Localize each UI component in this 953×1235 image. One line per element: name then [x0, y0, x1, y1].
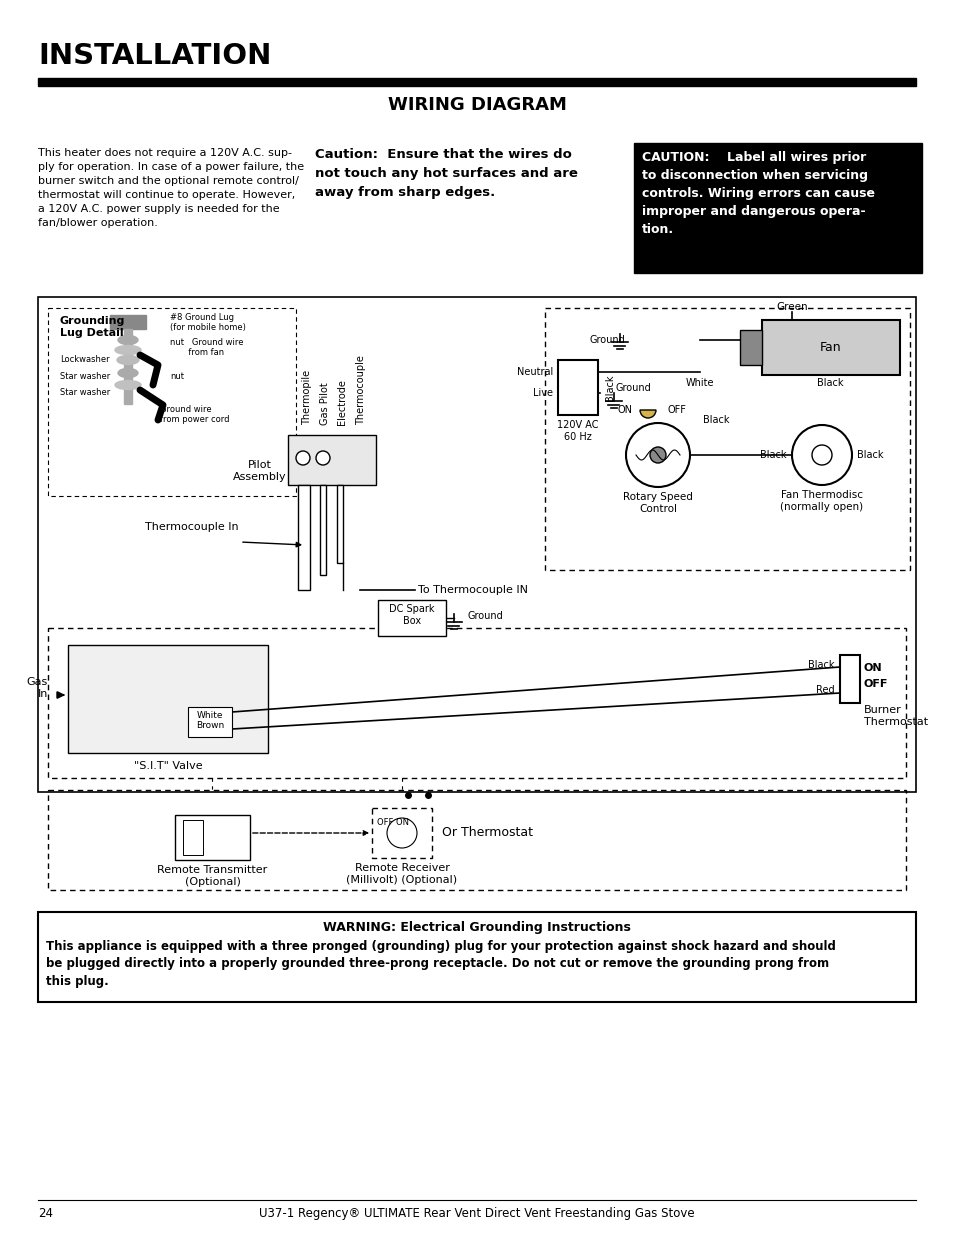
Text: Star washer: Star washer: [60, 372, 111, 382]
Text: OFF: OFF: [863, 679, 887, 689]
Text: Remote Receiver
(Millivolt) (Optional): Remote Receiver (Millivolt) (Optional): [346, 863, 457, 884]
Bar: [558, 359, 598, 415]
Bar: [38, 296, 915, 792]
Text: Black: Black: [702, 415, 729, 425]
Text: WARNING: Electrical Grounding Instructions: WARNING: Electrical Grounding Instructio…: [323, 921, 630, 934]
Text: ON: ON: [863, 663, 882, 673]
Text: Thermopile: Thermopile: [302, 369, 312, 425]
Text: Black: Black: [760, 450, 786, 459]
Circle shape: [811, 445, 831, 466]
Bar: [68, 645, 268, 753]
Bar: [124, 329, 132, 404]
Text: nut   Ground wire
       from fan: nut Ground wire from fan: [170, 338, 243, 357]
Text: Ground: Ground: [468, 611, 503, 621]
Circle shape: [625, 424, 689, 487]
Text: Ground: Ground: [616, 383, 651, 393]
Text: Thermocouple: Thermocouple: [355, 356, 366, 425]
Text: Gas Pilot: Gas Pilot: [319, 383, 330, 425]
Circle shape: [295, 451, 310, 466]
Text: Electrode: Electrode: [336, 379, 347, 425]
Bar: [634, 143, 921, 273]
Bar: [38, 78, 915, 86]
Text: White: White: [685, 378, 714, 388]
Text: Pilot
Assembly: Pilot Assembly: [233, 459, 287, 482]
Text: CAUTION:    Label all wires prior
to disconnection when servicing
controls. Wiri: CAUTION: Label all wires prior to discon…: [641, 151, 874, 236]
Text: DC Spark
Box: DC Spark Box: [389, 604, 435, 626]
Bar: [761, 320, 899, 375]
Circle shape: [649, 447, 665, 463]
Text: U37-1 Regency® ULTIMATE Rear Vent Direct Vent Freestanding Gas Stove: U37-1 Regency® ULTIMATE Rear Vent Direct…: [259, 1207, 694, 1220]
Text: This heater does not require a 120V A.C. sup-
ply for operation. In case of a po: This heater does not require a 120V A.C.…: [38, 148, 304, 228]
Text: Black: Black: [604, 374, 615, 400]
Bar: [544, 308, 909, 571]
Text: WIRING DIAGRAM: WIRING DIAGRAM: [387, 96, 566, 114]
Ellipse shape: [118, 368, 138, 378]
Text: Rotary Speed
Control: Rotary Speed Control: [622, 492, 692, 514]
Ellipse shape: [115, 346, 141, 354]
Text: Fan: Fan: [820, 341, 841, 354]
Text: OFF: OFF: [667, 405, 686, 415]
Text: Black: Black: [807, 659, 834, 671]
Circle shape: [387, 818, 416, 848]
Bar: [297, 485, 310, 590]
Bar: [840, 655, 859, 703]
Bar: [288, 435, 375, 485]
Bar: [188, 706, 232, 737]
Text: 24: 24: [38, 1207, 53, 1220]
Text: Neutral: Neutral: [517, 367, 553, 377]
Bar: [48, 790, 905, 890]
Bar: [319, 485, 326, 576]
Text: Ground wire
from power cord: Ground wire from power cord: [160, 405, 230, 425]
Text: Green: Green: [776, 303, 807, 312]
Text: Gas
In: Gas In: [27, 677, 48, 699]
Bar: [48, 308, 295, 496]
Text: Lockwasher: Lockwasher: [60, 354, 110, 364]
Ellipse shape: [117, 356, 139, 364]
Circle shape: [791, 425, 851, 485]
Bar: [377, 600, 446, 636]
Text: This appliance is equipped with a three pronged (grounding) plug for your protec: This appliance is equipped with a three …: [46, 940, 835, 988]
Text: Live: Live: [533, 388, 553, 398]
Wedge shape: [639, 410, 656, 417]
Text: #8 Ground Lug
(for mobile home): #8 Ground Lug (for mobile home): [170, 312, 246, 332]
Text: "S.I.T" Valve: "S.I.T" Valve: [133, 761, 202, 771]
Text: To Thermocouple IN: To Thermocouple IN: [417, 585, 527, 595]
Ellipse shape: [115, 380, 141, 389]
Text: Black: Black: [856, 450, 882, 459]
Bar: [110, 315, 146, 329]
Bar: [336, 485, 343, 563]
Bar: [38, 911, 915, 1002]
Circle shape: [315, 451, 330, 466]
Text: Thermocouple In: Thermocouple In: [145, 522, 238, 532]
Text: OFF ON: OFF ON: [376, 818, 409, 827]
Text: Ground: Ground: [589, 335, 625, 345]
Text: INSTALLATION: INSTALLATION: [38, 42, 271, 70]
Bar: [740, 330, 761, 366]
Text: nut: nut: [170, 372, 184, 382]
Text: Remote Transmitter
(Optional): Remote Transmitter (Optional): [157, 864, 268, 887]
Text: Caution:  Ensure that the wires do
not touch any hot surfaces and are
away from : Caution: Ensure that the wires do not to…: [314, 148, 578, 199]
Text: Grounding
Lug Detail: Grounding Lug Detail: [60, 316, 125, 337]
Text: Black: Black: [816, 378, 842, 388]
Text: Red: Red: [816, 685, 834, 695]
Text: Or Thermostat: Or Thermostat: [441, 826, 533, 840]
Ellipse shape: [118, 336, 138, 345]
Text: Star washer: Star washer: [60, 388, 111, 396]
Bar: [48, 629, 905, 778]
Text: Burner
Thermostat: Burner Thermostat: [863, 705, 927, 726]
Bar: [372, 808, 432, 858]
Text: 120V AC
60 Hz: 120V AC 60 Hz: [557, 420, 598, 442]
Bar: [183, 820, 203, 855]
Bar: [174, 815, 250, 860]
Text: White
Brown: White Brown: [195, 711, 224, 730]
Text: ON: ON: [618, 405, 633, 415]
Text: Fan Thermodisc
(normally open): Fan Thermodisc (normally open): [780, 490, 862, 511]
